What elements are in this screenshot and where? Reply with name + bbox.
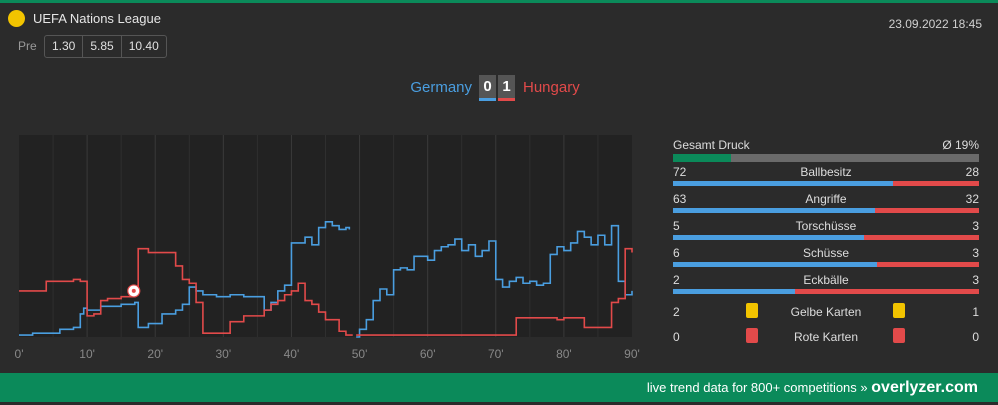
stat-bar-home xyxy=(673,289,796,294)
home-team-name[interactable]: Germany xyxy=(410,79,472,96)
x-tick-label: 20' xyxy=(147,347,163,361)
x-tick-label: 30' xyxy=(216,347,232,361)
odds-away-win[interactable]: 10.40 xyxy=(120,36,166,57)
stat-bar xyxy=(673,235,979,240)
x-tick-label: 70' xyxy=(488,347,504,361)
pressure-value: Ø 19% xyxy=(942,138,979,152)
away-team-name[interactable]: Hungary xyxy=(523,79,580,96)
stat-away-value: 3 xyxy=(972,246,979,260)
stat-bar xyxy=(673,181,979,186)
stat-bar-away xyxy=(864,235,979,240)
x-tick-label: 50' xyxy=(352,347,368,361)
red-card-icon xyxy=(746,328,758,343)
cards-away-value: 0 xyxy=(972,330,979,344)
stat-bar xyxy=(673,208,979,213)
stat-label: Ballbesitz xyxy=(800,165,852,179)
home-pressure-line xyxy=(356,224,633,338)
pressure-row: Gesamt Druck Ø 19% xyxy=(673,138,979,165)
yellow-cards-row: 2 Gelbe Karten 1 xyxy=(673,300,979,325)
stat-away-value: 32 xyxy=(965,192,979,206)
stat-bar-away xyxy=(795,289,979,294)
stat-home-value: 6 xyxy=(673,246,680,260)
odds-home-win[interactable]: 1.30 xyxy=(52,39,76,53)
stat-label: Angriffe xyxy=(805,192,847,206)
red-cards-row: 0 Rote Karten 0 xyxy=(673,325,979,350)
stat-away-value: 3 xyxy=(972,219,979,233)
match-stats-panel: Gesamt Druck Ø 19% 72 Ballbesitz 28 63 Angri… xyxy=(673,138,979,350)
stat-row: 63 Angriffe 32 xyxy=(673,192,979,219)
stat-bar-away xyxy=(877,262,979,267)
red-card-icon xyxy=(893,328,905,343)
competition-icon xyxy=(8,10,25,27)
stat-row: 6 Schüsse 3 xyxy=(673,246,979,273)
pre-match-odds: 1.30 5.85 10.40 xyxy=(44,35,167,58)
footer-text[interactable]: live trend data for 800+ competitions » … xyxy=(647,379,978,397)
footer-tagline: live trend data for 800+ competitions » xyxy=(646,380,868,395)
odds-draw[interactable]: 5.85 xyxy=(82,36,120,57)
pressure-label: Gesamt Druck xyxy=(673,138,750,152)
cards-home-value: 0 xyxy=(673,330,680,344)
pre-match-odds-label: Pre xyxy=(18,39,37,53)
stat-home-value: 2 xyxy=(673,273,680,287)
x-tick-label: 90' xyxy=(624,347,640,361)
yellow-card-icon xyxy=(893,303,905,318)
stat-bar-away xyxy=(874,208,979,213)
top-accent-line xyxy=(0,0,998,3)
stat-away-value: 3 xyxy=(972,273,979,287)
stat-label: Schüsse xyxy=(802,246,850,260)
x-tick-label: 10' xyxy=(79,347,95,361)
cards-label: Gelbe Karten xyxy=(790,305,862,319)
stat-bar-away xyxy=(893,181,979,186)
pressure-trend-chart[interactable]: 0' 10' 20' 30' 40' 50' 60' 70' 80' 90' xyxy=(0,135,650,365)
match-datetime: 23.09.2022 18:45 xyxy=(888,17,982,31)
stat-row: 72 Ballbesitz 28 xyxy=(673,165,979,192)
x-tick-label: 40' xyxy=(284,347,300,361)
away-pressure-line xyxy=(19,247,353,336)
soccer-ball-icon[interactable] xyxy=(127,284,141,298)
footer-banner[interactable]: live trend data for 800+ competitions » … xyxy=(0,373,998,402)
stat-home-value: 5 xyxy=(673,219,680,233)
stat-home-value: 72 xyxy=(673,165,687,179)
pressure-bar-fill xyxy=(673,154,732,162)
cards-away-value: 1 xyxy=(972,305,979,319)
scoreline: Germany 0 1 Hungary xyxy=(0,75,998,103)
brand-logo-text: overlyzer.com xyxy=(871,379,978,396)
x-tick-label: 60' xyxy=(420,347,436,361)
yellow-card-icon xyxy=(746,303,758,318)
away-pressure-line xyxy=(356,247,633,336)
x-tick-label: 80' xyxy=(556,347,572,361)
stat-away-value: 28 xyxy=(965,165,979,179)
cards-home-value: 2 xyxy=(673,305,680,319)
pressure-bar-track xyxy=(673,154,979,162)
stat-row: 5 Torschüsse 3 xyxy=(673,219,979,246)
cards-label: Rote Karten xyxy=(793,330,859,344)
stat-bar-home xyxy=(673,262,878,267)
stat-label: Torschüsse xyxy=(795,219,857,233)
stat-row: 2 Eckbälle 3 xyxy=(673,273,979,300)
stat-home-value: 63 xyxy=(673,192,687,206)
away-score: 1 xyxy=(498,75,515,101)
stat-label: Eckbälle xyxy=(803,273,849,287)
stat-bar xyxy=(673,262,979,267)
home-score: 0 xyxy=(479,75,496,101)
stat-bar-home xyxy=(673,208,875,213)
competition-name[interactable]: UEFA Nations League xyxy=(33,11,161,26)
x-tick-label: 0' xyxy=(15,347,24,361)
stat-bar-home xyxy=(673,181,894,186)
stat-bar xyxy=(673,289,979,294)
stat-bar-home xyxy=(673,235,865,240)
